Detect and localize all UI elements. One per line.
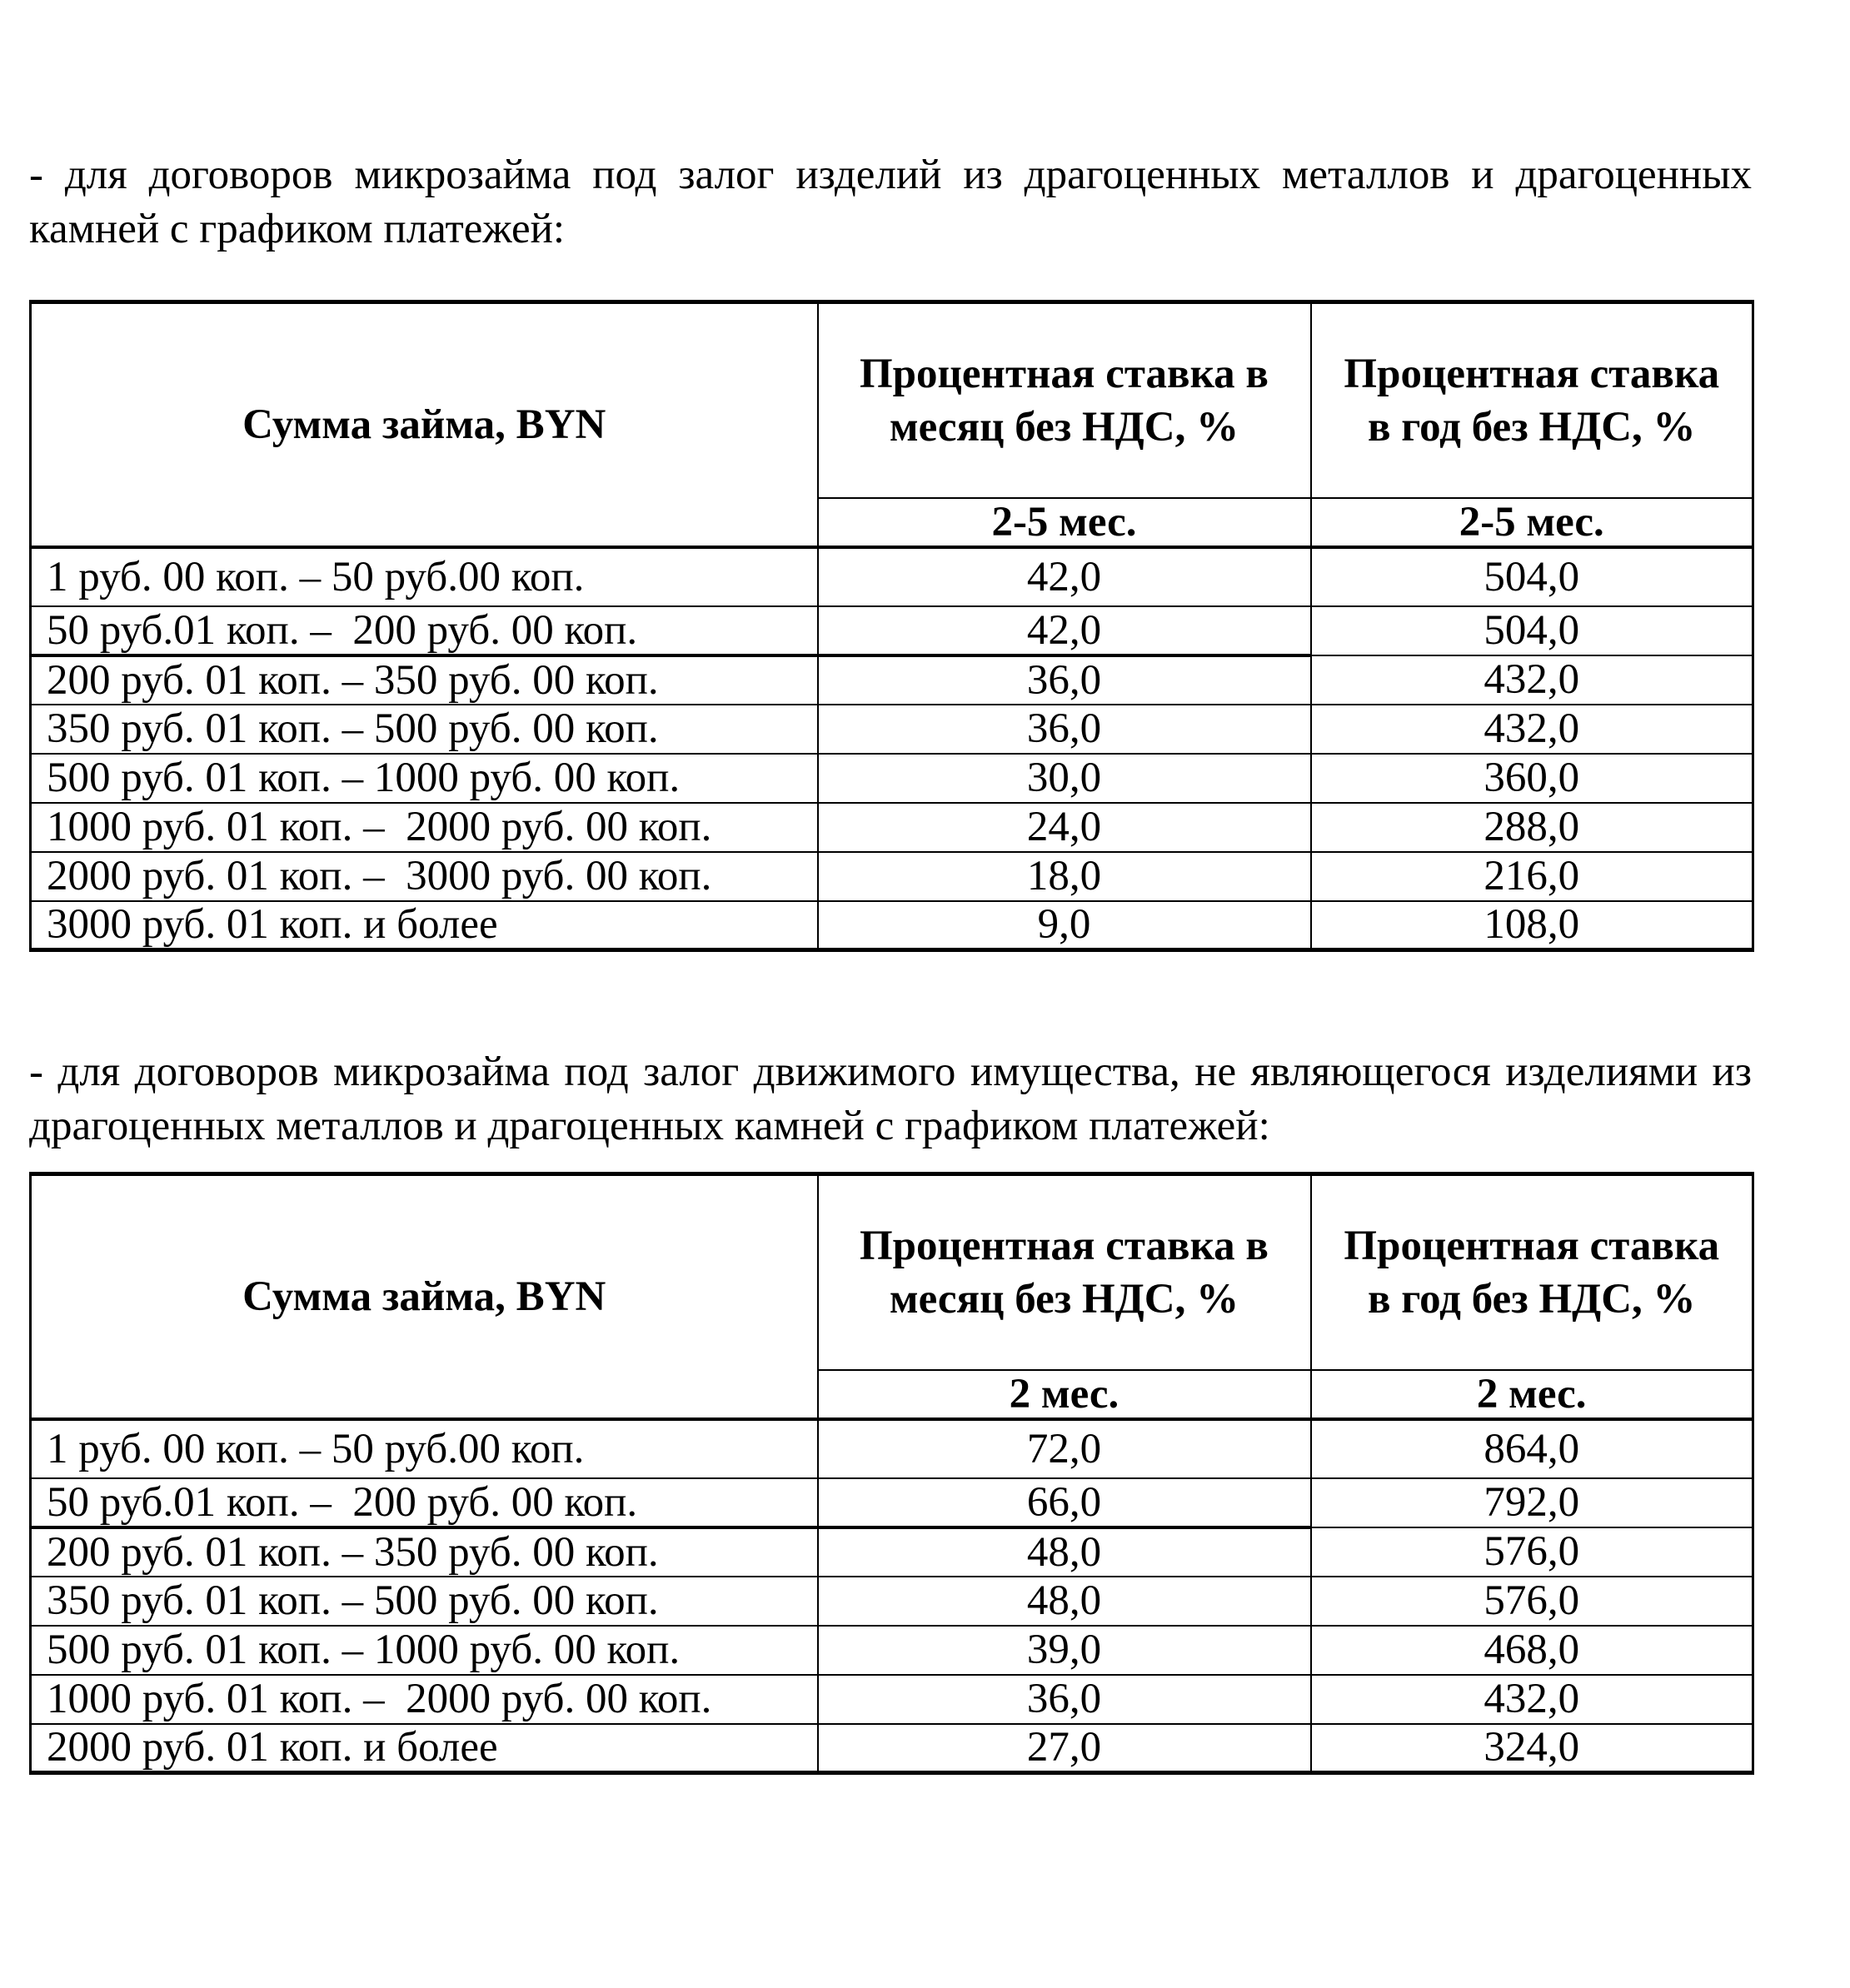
amount-range-cell: 2000 руб. 01 коп. и более: [29, 1722, 819, 1774]
yearly-rate-cell: 504,0: [1309, 605, 1754, 656]
yearly-rate-cell: 216,0: [1309, 850, 1754, 902]
yearly-rate-cell: 432,0: [1309, 703, 1754, 755]
table-row: 2000 руб. 01 коп. – 3000 руб. 00 коп. 18…: [29, 850, 1754, 902]
table-row: 2000 руб. 01 коп. и более 27,0 324,0: [29, 1722, 1754, 1774]
amount-range-cell: 1000 руб. 01 коп. – 2000 руб. 00 коп.: [29, 801, 819, 853]
monthly-rate-cell: 27,0: [816, 1722, 1312, 1774]
monthly-rate-cell: 9,0: [816, 899, 1312, 951]
amount-range-cell: 50 руб.01 коп. – 200 руб. 00 коп.: [29, 1477, 819, 1529]
yearly-rate-cell: 504,0: [1309, 546, 1754, 607]
yearly-rate-cell: 432,0: [1309, 1673, 1754, 1725]
column-header-monthly-rate: Процентная ставка в месяц без НДС, %: [816, 301, 1312, 499]
yearly-rate-cell: 288,0: [1309, 801, 1754, 853]
amount-range-cell: 3000 руб. 01 коп. и более: [29, 899, 819, 951]
table-row: 1000 руб. 01 коп. – 2000 руб. 00 коп. 36…: [29, 1673, 1754, 1725]
monthly-rate-cell: 48,0: [816, 1575, 1312, 1627]
subheader-yearly-term: 2 мес.: [1309, 1368, 1754, 1421]
intro-paragraph-jewelry: - для договоров микрозайма под залог изд…: [29, 152, 1752, 252]
table-row: 1 руб. 00 коп. – 50 руб.00 коп. 72,0 864…: [29, 1418, 1754, 1479]
subheader-monthly-term: 2 мес.: [816, 1368, 1312, 1421]
table-row: 50 руб.01 коп. – 200 руб. 00 коп. 66,0 7…: [29, 1477, 1754, 1529]
amount-range-cell: 50 руб.01 коп. – 200 руб. 00 коп.: [29, 605, 819, 657]
monthly-rate-cell: 48,0: [816, 1526, 1312, 1577]
yearly-rate-cell: 468,0: [1309, 1624, 1754, 1676]
amount-range-cell: 500 руб. 01 коп. – 1000 руб. 00 коп.: [29, 752, 819, 804]
amount-range-cell: 1 руб. 00 коп. – 50 руб.00 коп.: [29, 546, 819, 607]
table-row: 200 руб. 01 коп. – 350 руб. 00 коп. 48,0…: [29, 1526, 1754, 1577]
table-header-row: Сумма займа, BYN Процентная ставка в мес…: [29, 301, 1754, 549]
table-subheader-row: 2 мес. 2 мес.: [31, 1368, 1754, 1421]
amount-range-cell: 350 руб. 01 коп. – 500 руб. 00 коп.: [29, 703, 819, 755]
amount-range-cell: 2000 руб. 01 коп. – 3000 руб. 00 коп.: [29, 850, 819, 902]
table-row: 50 руб.01 коп. – 200 руб. 00 коп. 42,0 5…: [29, 605, 1754, 657]
yearly-rate-cell: 108,0: [1309, 899, 1754, 951]
monthly-rate-cell: 42,0: [816, 605, 1312, 657]
monthly-rate-cell: 39,0: [816, 1624, 1312, 1676]
yearly-rate-cell: 576,0: [1309, 1526, 1754, 1577]
table-row: 350 руб. 01 коп. – 500 руб. 00 коп. 48,0…: [29, 1575, 1754, 1627]
yearly-rate-cell: 864,0: [1309, 1418, 1754, 1479]
monthly-rate-cell: 36,0: [816, 703, 1312, 755]
column-header-loan-amount: Сумма займа, BYN: [29, 301, 819, 549]
intro-paragraph-movable-property: - для договоров микрозайма под залог дви…: [29, 1049, 1752, 1149]
table-row: 3000 руб. 01 коп. и более 9,0 108,0: [29, 899, 1754, 951]
monthly-rate-cell: 18,0: [816, 850, 1312, 902]
monthly-rate-cell: 30,0: [816, 752, 1312, 804]
yearly-rate-cell: 576,0: [1309, 1575, 1754, 1627]
subheader-yearly-term: 2-5 мес.: [1309, 496, 1754, 549]
monthly-rate-cell: 42,0: [816, 546, 1312, 607]
rates-table-movable-property: Сумма займа, BYN Процентная ставка в мес…: [29, 1172, 1754, 1775]
table-subheader-row: 2-5 мес. 2-5 мес.: [31, 496, 1754, 549]
table-header-row: Сумма займа, BYN Процентная ставка в мес…: [29, 1173, 1754, 1421]
yearly-rate-cell: 360,0: [1309, 752, 1754, 804]
amount-range-cell: 350 руб. 01 коп. – 500 руб. 00 коп.: [29, 1575, 819, 1627]
yearly-rate-cell: 324,0: [1309, 1722, 1754, 1774]
table-row: 500 руб. 01 коп. – 1000 руб. 00 коп. 39,…: [29, 1624, 1754, 1676]
monthly-rate-cell: 36,0: [816, 1673, 1312, 1725]
table-row: 500 руб. 01 коп. – 1000 руб. 00 коп. 30,…: [29, 752, 1754, 804]
yearly-rate-cell: 792,0: [1309, 1477, 1754, 1528]
subheader-monthly-term: 2-5 мес.: [816, 496, 1312, 549]
table-row: 200 руб. 01 коп. – 350 руб. 00 коп. 36,0…: [29, 654, 1754, 705]
column-header-loan-amount: Сумма займа, BYN: [29, 1173, 819, 1421]
column-header-yearly-rate: Процентная ставка в год без НДС, %: [1309, 301, 1754, 499]
amount-range-cell: 200 руб. 01 коп. – 350 руб. 00 коп.: [29, 654, 819, 705]
table-row: 1 руб. 00 коп. – 50 руб.00 коп. 42,0 504…: [29, 546, 1754, 607]
amount-range-cell: 1 руб. 00 коп. – 50 руб.00 коп.: [29, 1418, 819, 1479]
column-header-yearly-rate: Процентная ставка в год без НДС, %: [1309, 1173, 1754, 1371]
document-page: - для договоров микрозайма под залог изд…: [0, 148, 1850, 1988]
monthly-rate-cell: 66,0: [816, 1477, 1312, 1529]
monthly-rate-cell: 36,0: [816, 654, 1312, 705]
table-row: 350 руб. 01 коп. – 500 руб. 00 коп. 36,0…: [29, 703, 1754, 755]
monthly-rate-cell: 24,0: [816, 801, 1312, 853]
column-header-monthly-rate: Процентная ставка в месяц без НДС, %: [816, 1173, 1312, 1371]
rates-table-jewelry: Сумма займа, BYN Процентная ставка в мес…: [29, 300, 1754, 952]
amount-range-cell: 1000 руб. 01 коп. – 2000 руб. 00 коп.: [29, 1673, 819, 1725]
monthly-rate-cell: 72,0: [816, 1418, 1312, 1479]
amount-range-cell: 200 руб. 01 коп. – 350 руб. 00 коп.: [29, 1526, 819, 1577]
yearly-rate-cell: 432,0: [1309, 654, 1754, 705]
amount-range-cell: 500 руб. 01 коп. – 1000 руб. 00 коп.: [29, 1624, 819, 1676]
table-row: 1000 руб. 01 коп. – 2000 руб. 00 коп. 24…: [29, 801, 1754, 853]
